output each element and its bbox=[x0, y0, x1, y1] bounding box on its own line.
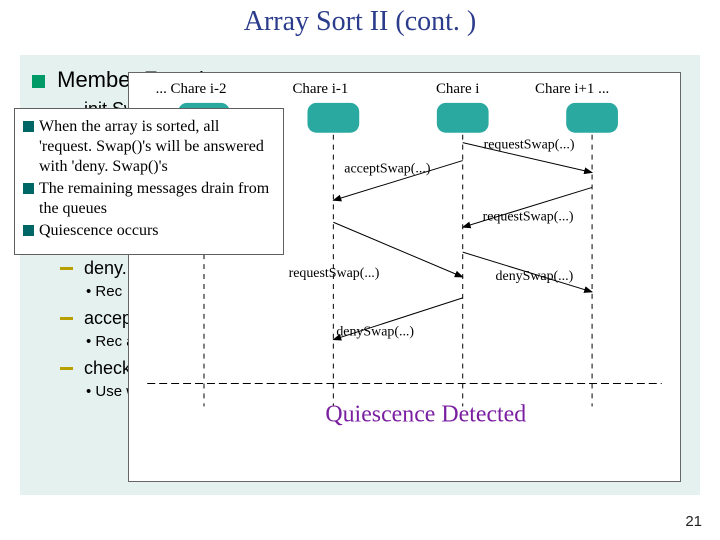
svg-text:requestSwap(...): requestSwap(...) bbox=[483, 209, 574, 224]
note-item: When the array is sorted, all 'request. … bbox=[23, 117, 273, 177]
lvl2-text: check bbox=[84, 358, 131, 378]
svg-text:acceptSwap(...): acceptSwap(...) bbox=[344, 162, 431, 177]
dash-bullet-icon bbox=[60, 317, 73, 320]
svg-text:Chare i+1 ...: Chare i+1 ... bbox=[535, 81, 609, 97]
svg-text:Chare i-1: Chare i-1 bbox=[292, 81, 348, 97]
square-bullet-icon bbox=[23, 225, 34, 236]
svg-text:requestSwap(...): requestSwap(...) bbox=[289, 266, 380, 281]
dash-bullet-icon bbox=[60, 267, 73, 270]
square-bullet-icon bbox=[23, 121, 34, 132]
svg-text:denySwap(...): denySwap(...) bbox=[496, 269, 574, 284]
page-number: 21 bbox=[685, 513, 702, 530]
dash-bullet-icon bbox=[60, 367, 73, 370]
svg-text:denySwap(...): denySwap(...) bbox=[336, 325, 414, 340]
title-text: Array Sort II (cont. ) bbox=[244, 6, 476, 37]
svg-text:requestSwap(...): requestSwap(...) bbox=[484, 138, 575, 153]
note-item: Quiescence occurs bbox=[23, 221, 273, 242]
lvl3-text: Rec bbox=[95, 283, 122, 300]
square-bullet-icon bbox=[23, 183, 34, 194]
lvl2-text: accep bbox=[84, 308, 132, 328]
note-item: The remaining messages drain from the qu… bbox=[23, 179, 273, 219]
page-title: Array Sort II (cont. ) bbox=[0, 0, 720, 38]
square-bullet-icon bbox=[32, 75, 45, 88]
note-text: The remaining messages drain from the qu… bbox=[39, 179, 273, 219]
note-popup: When the array is sorted, all 'request. … bbox=[14, 108, 284, 255]
svg-text:Chare i: Chare i bbox=[436, 81, 479, 97]
note-text: Quiescence occurs bbox=[39, 221, 159, 242]
note-text: When the array is sorted, all 'request. … bbox=[39, 117, 273, 177]
svg-text:Quiescence Detected: Quiescence Detected bbox=[325, 401, 526, 427]
svg-text:... Chare i-2: ... Chare i-2 bbox=[156, 81, 227, 97]
